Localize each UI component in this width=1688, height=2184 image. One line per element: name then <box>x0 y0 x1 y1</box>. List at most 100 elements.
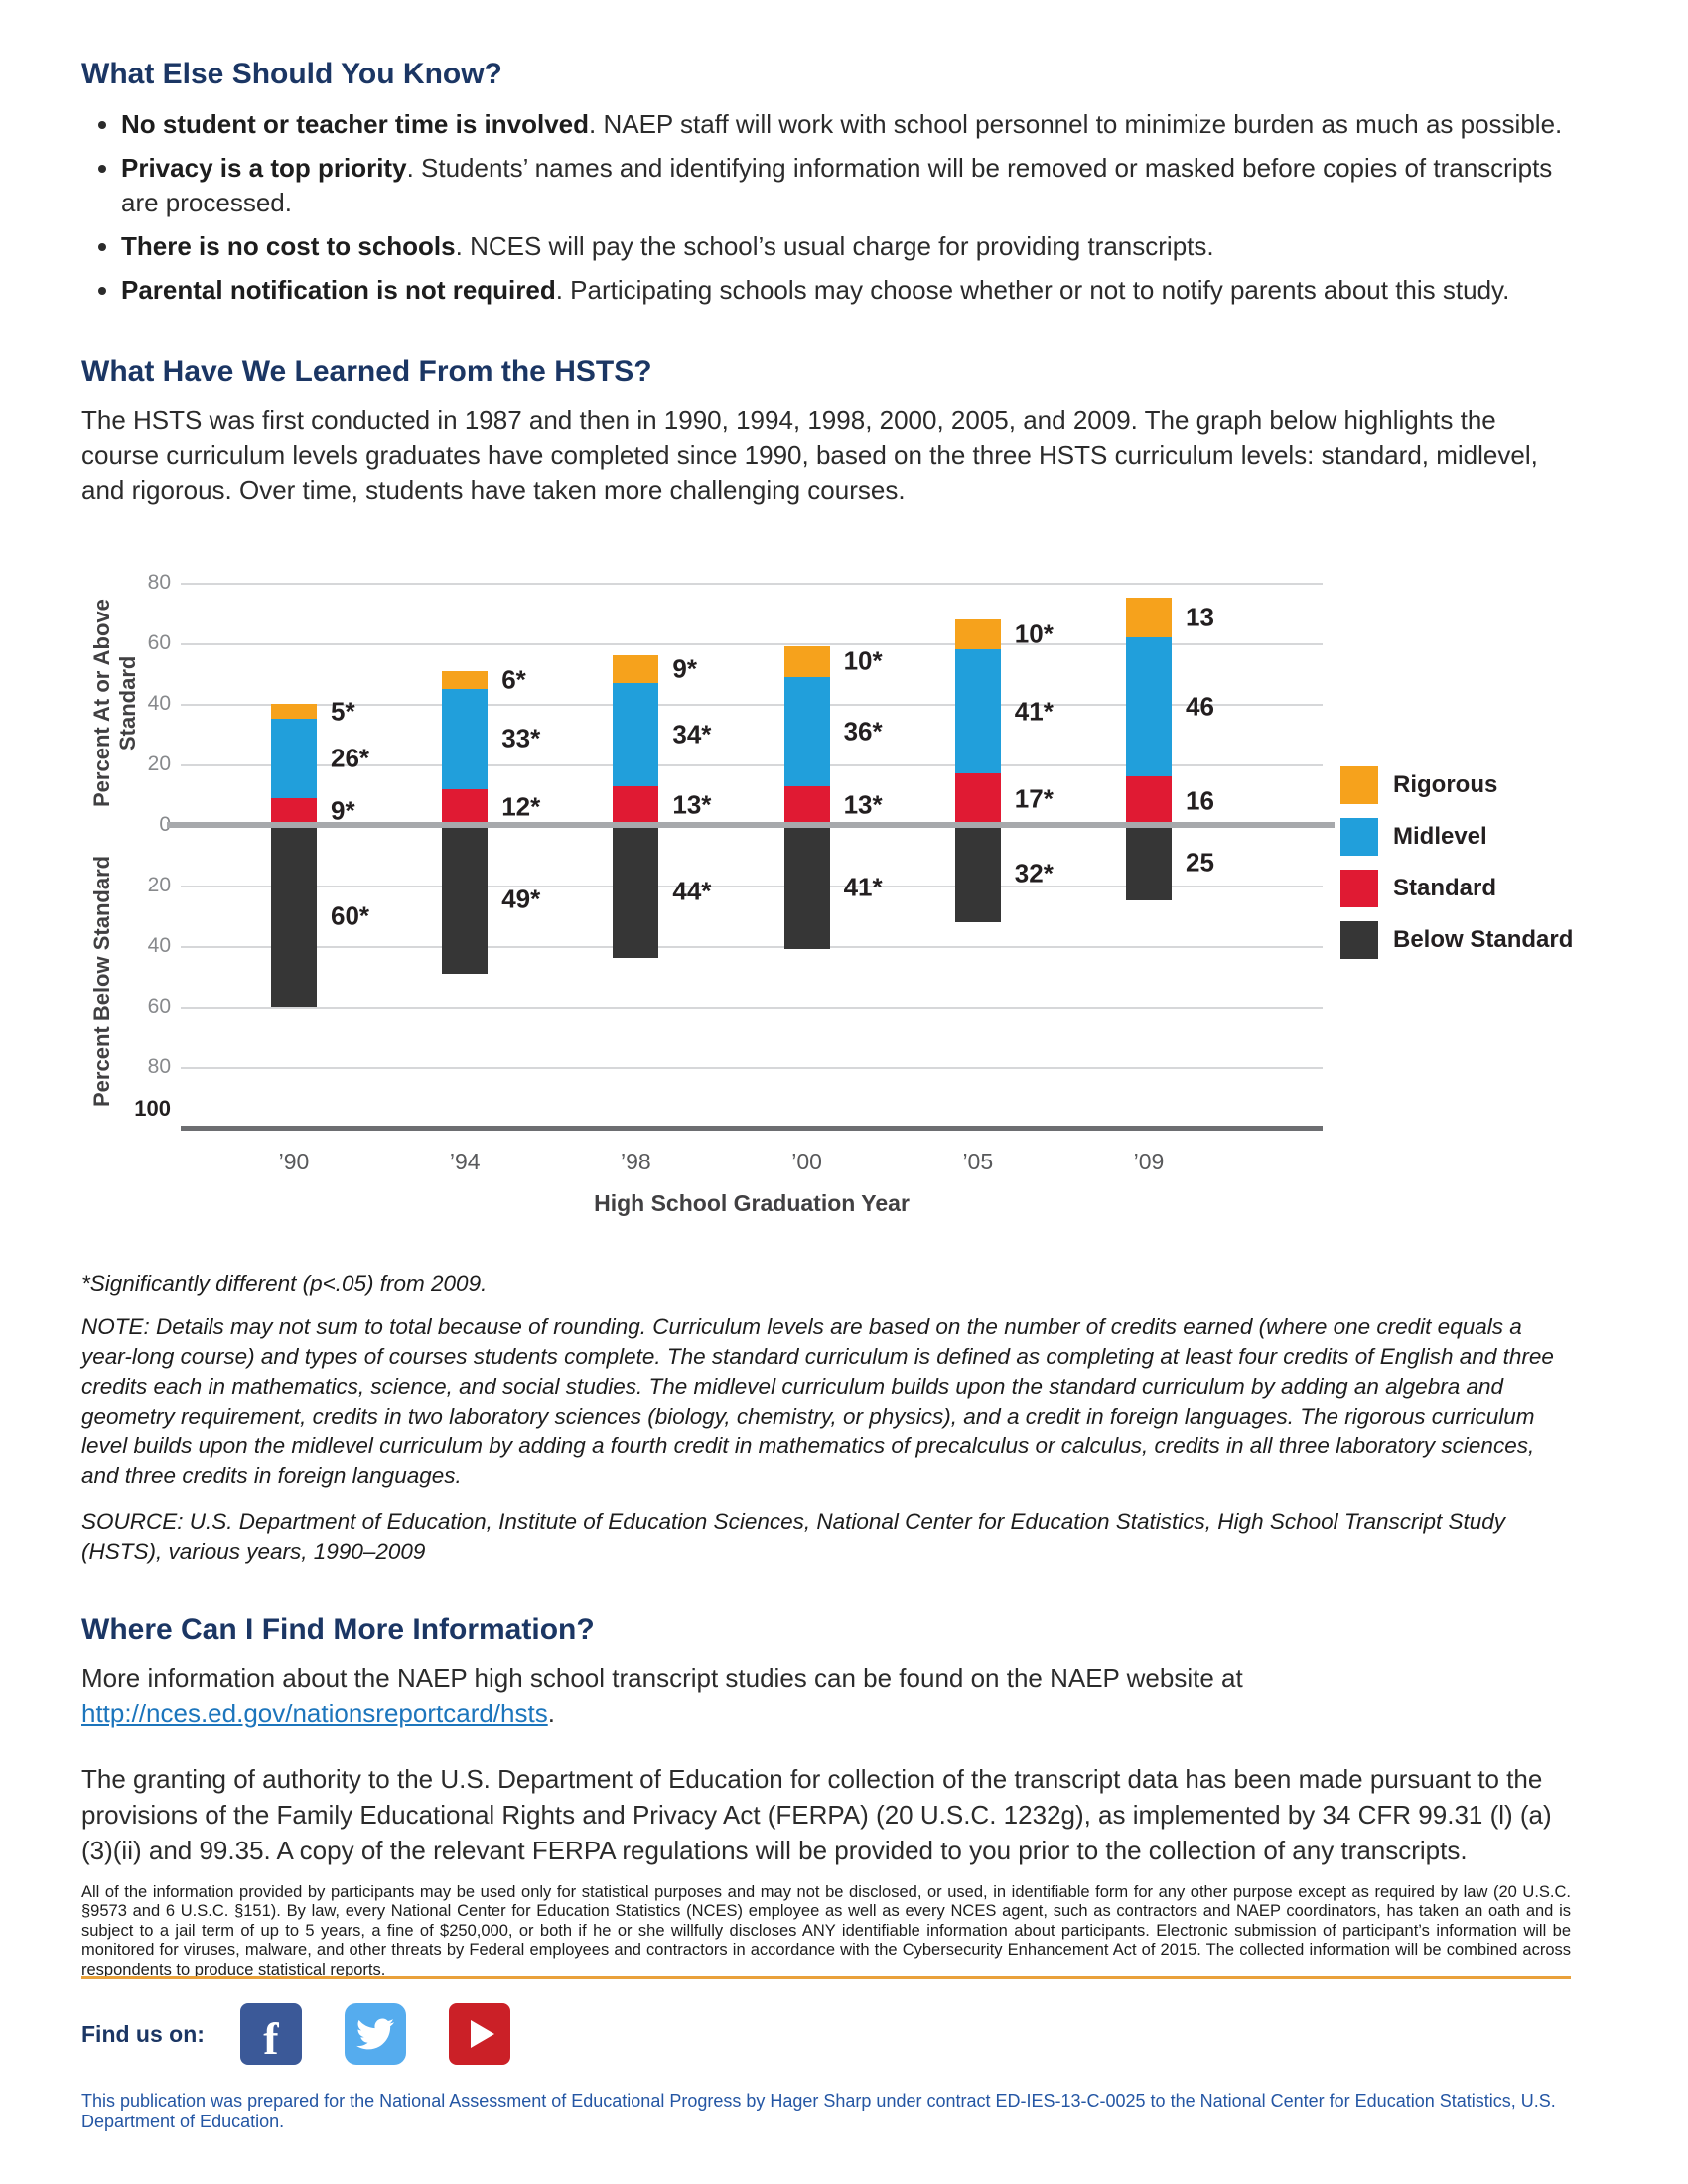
gridline <box>181 1007 1323 1010</box>
x-tick-label: ’09 <box>1133 1149 1165 1175</box>
bullet-rest-text: . Participating schools may choose wheth… <box>555 275 1510 306</box>
x-tick-label: ’90 <box>278 1149 310 1175</box>
legend-item-rigorous: Rigorous <box>1340 766 1573 805</box>
bar-segment-standard <box>271 797 317 826</box>
bar-value-label: 9* <box>331 795 355 826</box>
bar-value-label: 34* <box>672 719 712 750</box>
find-us-row: Find us on: f <box>81 2003 1571 2065</box>
gridline <box>181 583 1323 586</box>
bar-segment-rigorous <box>613 655 659 683</box>
legend-swatch-midlevel <box>1340 818 1378 857</box>
bullet-no-cost: There is no cost to schools. NCES will p… <box>121 229 1571 263</box>
bar-segment-midlevel <box>783 676 830 786</box>
bar-segment-standard <box>783 785 830 826</box>
x-tick-label: ’00 <box>791 1149 822 1175</box>
y-tick-label: 80 <box>147 571 171 595</box>
bar-value-label: 60* <box>331 900 370 931</box>
bar-segment-standard <box>442 788 489 826</box>
more-info-text: More information about the NAEP high sch… <box>81 1663 1243 1694</box>
bullet-rest-text: . NAEP staff will work with school perso… <box>589 109 1563 139</box>
more-info-text-after: . <box>547 1699 555 1729</box>
section-heading-what-else: What Else Should You Know? <box>81 58 502 90</box>
bar-segment-below-standard <box>271 825 317 1008</box>
bullet-bold-text: No student or teacher time is involved <box>121 109 589 139</box>
x-tick-label: ’05 <box>962 1149 994 1175</box>
more-info-paragraph: More information about the NAEP high sch… <box>81 1661 1571 1732</box>
gold-divider <box>81 1976 1571 1979</box>
bullet-parental: Parental notification is not required. P… <box>121 273 1571 307</box>
bar-segment-rigorous <box>783 646 830 677</box>
y-tick-label: 60 <box>147 995 171 1019</box>
chart-source: SOURCE: U.S. Department of Education, In… <box>81 1508 1506 1564</box>
bar-value-label: 16 <box>1186 785 1214 816</box>
legend-swatch-rigorous <box>1340 766 1378 805</box>
bar-value-label: 33* <box>501 723 541 753</box>
y-tick-label: 60 <box>147 631 171 655</box>
legend-item-standard: Standard <box>1340 870 1573 908</box>
bar-value-label: 5* <box>331 696 355 727</box>
bar-value-label: 25 <box>1186 847 1214 878</box>
y-tick-label: 20 <box>147 874 171 897</box>
play-triangle-glyph <box>470 2020 494 2048</box>
bar-segment-midlevel <box>442 688 489 789</box>
bullet-privacy: Privacy is a top priority. Students’ nam… <box>121 151 1571 219</box>
bar-segment-standard <box>613 785 659 826</box>
legend-label: Midlevel <box>1393 823 1487 851</box>
learned-paragraph: The HSTS was first conducted in 1987 and… <box>81 404 1538 506</box>
bar-segment-midlevel <box>271 719 317 798</box>
bar-value-label: 49* <box>501 884 541 914</box>
gridline <box>181 946 1323 949</box>
legal-fine-print: All of the information provided by parti… <box>81 1882 1571 1979</box>
bar-value-label: 12* <box>501 791 541 822</box>
x-tick-label: ’94 <box>449 1149 481 1175</box>
bar-value-label: 44* <box>672 876 712 906</box>
facebook-f-glyph: f <box>263 2012 279 2064</box>
y-tick-label: 40 <box>147 692 171 716</box>
bar-segment-midlevel <box>954 649 1001 774</box>
legend-item-midlevel: Midlevel <box>1340 818 1573 857</box>
bar-segment-below-standard <box>442 825 489 974</box>
twitter-bird-glyph <box>355 2018 394 2050</box>
bar-value-label: 13 <box>1186 602 1214 632</box>
hsts-link[interactable]: http://nces.ed.gov/nationsreportcard/hst… <box>81 1699 548 1729</box>
bullet-bold-text: Parental notification is not required <box>121 275 556 306</box>
bullet-no-time: No student or teacher time is involved. … <box>121 107 1571 141</box>
y-tick-label: 100 <box>134 1096 171 1122</box>
bar-segment-standard <box>954 773 1001 826</box>
gridline <box>181 643 1323 646</box>
chart-legend: Rigorous Midlevel Standard Below Standard <box>1340 766 1573 960</box>
bar-segment-below-standard <box>954 825 1001 922</box>
section-heading-more-info: Where Can I Find More Information? <box>81 1613 595 1647</box>
ferpa-paragraph: The granting of authority to the U.S. De… <box>81 1764 1552 1865</box>
publication-footer: This publication was prepared for the Na… <box>81 2091 1556 2131</box>
legend-label: Standard <box>1393 875 1497 902</box>
bullet-rest-text: . Students’ names and identifying inform… <box>121 153 1553 217</box>
bar-value-label: 6* <box>501 664 526 695</box>
bar-value-label: 32* <box>1014 858 1054 888</box>
bar-value-label: 13* <box>843 789 883 820</box>
chart: Percent At or Above Standard Percent Bel… <box>81 555 1573 1225</box>
y-tick-label: 20 <box>147 752 171 776</box>
bar-segment-below-standard <box>613 825 659 959</box>
youtube-icon[interactable] <box>448 2003 510 2065</box>
bar-segment-rigorous <box>954 618 1001 650</box>
bar-segment-rigorous <box>442 670 489 689</box>
twitter-icon[interactable] <box>344 2003 406 2065</box>
what-else-bullet-list: No student or teacher time is involved. … <box>81 107 1571 308</box>
bar-segment-midlevel <box>613 682 659 786</box>
bar-value-label: 41* <box>843 872 883 902</box>
bar-value-label: 13* <box>672 789 712 820</box>
find-us-label: Find us on: <box>81 2020 205 2047</box>
bar-segment-rigorous <box>271 704 317 720</box>
legend-item-below-standard: Below Standard <box>1340 921 1573 960</box>
bar-segment-midlevel <box>1126 637 1172 777</box>
chart-note: NOTE: Details may not sum to total becau… <box>81 1314 1554 1488</box>
gridline <box>181 886 1323 888</box>
y-tick-label: 80 <box>147 1055 171 1079</box>
page-bottom: Find us on: f This publication was prepa… <box>81 1976 1571 2150</box>
facebook-icon[interactable]: f <box>239 2003 302 2065</box>
bar-value-label: 10* <box>1014 618 1054 649</box>
zero-axis-line <box>167 822 1335 829</box>
bar-segment-rigorous <box>1126 598 1172 638</box>
y-tick-label: 40 <box>147 934 171 958</box>
